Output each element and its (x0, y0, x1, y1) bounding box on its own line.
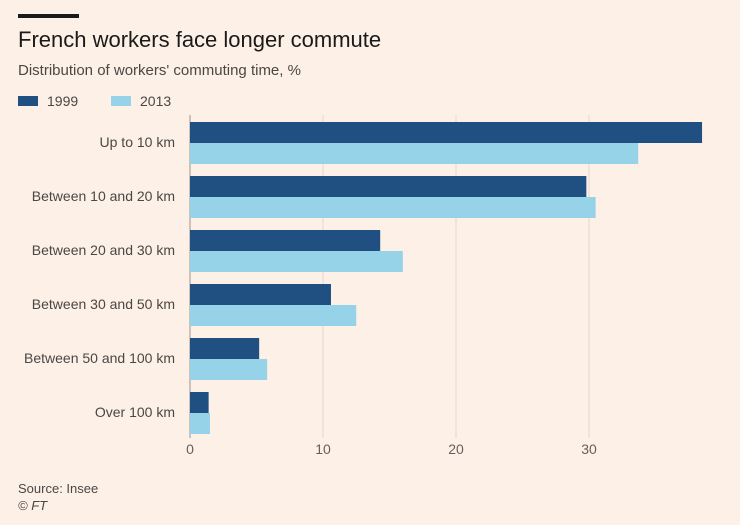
bar-1999 (190, 392, 209, 413)
bar-1999 (190, 338, 260, 359)
bar-1999 (190, 176, 587, 197)
bar-2013 (190, 143, 639, 164)
legend-swatch-1999 (18, 96, 38, 106)
x-tick-label: 20 (448, 441, 464, 457)
bar-1999 (190, 284, 331, 305)
legend-item-2013: 2013 (111, 93, 171, 109)
bar-2013 (190, 251, 403, 272)
bar-2013 (190, 197, 596, 218)
legend-label-1999: 1999 (47, 93, 79, 109)
category-label: Between 30 and 50 km (32, 296, 175, 312)
bar-2013 (190, 413, 210, 434)
legend-swatch-2013 (111, 96, 131, 106)
category-label: Between 50 and 100 km (24, 350, 175, 366)
category-label: Between 10 and 20 km (32, 188, 175, 204)
legend-label-2013: 2013 (140, 93, 172, 109)
bar-chart: 0 10 20 30 Up to 10 km Between 10 and 20 km Be… (24, 115, 703, 457)
chart-title: French workers face longer commute (18, 27, 382, 52)
copyright-note: © FT (18, 498, 48, 513)
x-tick-label: 30 (581, 441, 597, 457)
category-label: Between 20 and 30 km (32, 242, 175, 258)
x-tick-label: 10 (315, 441, 331, 457)
category-label: Up to 10 km (100, 134, 175, 150)
bar-1999 (190, 122, 703, 143)
source-note: Source: Insee (18, 481, 99, 496)
legend-item-1999: 1999 (18, 93, 78, 109)
bar-2013 (190, 359, 268, 380)
top-rule (18, 14, 79, 18)
bar-2013 (190, 305, 357, 326)
x-tick-label: 0 (186, 441, 194, 457)
category-label: Over 100 km (95, 404, 175, 420)
bar-1999 (190, 230, 381, 251)
chart-subtitle: Distribution of workers' commuting time,… (18, 62, 301, 79)
